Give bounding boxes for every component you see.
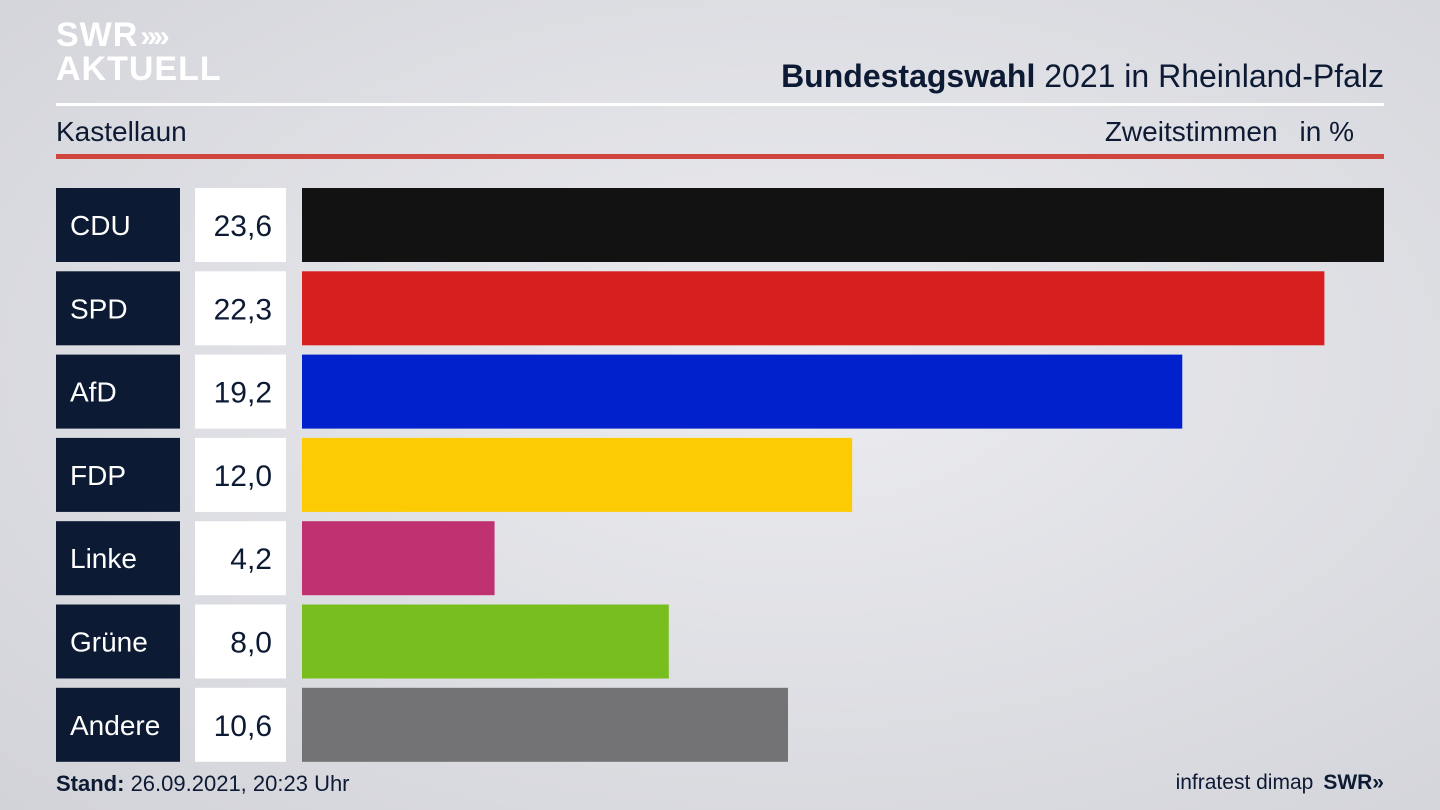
district-name: Kastellaun [56, 116, 187, 147]
bar-cdu [302, 188, 1384, 262]
bar-gr-ne [302, 604, 669, 679]
bar-afd [302, 354, 1183, 429]
measure-label: Zweitstimmen in % [1105, 116, 1354, 148]
value-label-box [195, 271, 286, 346]
bar-row-cdu: CDU 23,6 [56, 188, 1384, 262]
party-label-box [56, 521, 180, 596]
swr-aktuell-logo: SWR»» AKTUELL [56, 18, 222, 86]
stand-value: 26.09.2021, 20:23 Uhr [124, 771, 350, 796]
party-label-box [56, 604, 180, 679]
accent-divider [56, 154, 1384, 159]
stand-label: Stand: [56, 771, 125, 796]
party-label-box [56, 437, 180, 512]
bar-row-gr-ne: Grüne 8,0 [56, 604, 669, 679]
party-label-box [56, 354, 180, 429]
party-label: Grüne [70, 627, 148, 658]
bar-row-spd: SPD 22,3 [56, 271, 1325, 346]
party-label: FDP [70, 460, 126, 491]
footer-swr-logo: SWR» [1323, 771, 1384, 794]
title-bold: Bundestagswahl [781, 58, 1036, 94]
value-label: 8,0 [230, 627, 272, 660]
bar-fdp [302, 437, 853, 512]
value-label-box [195, 687, 286, 762]
party-label-box [56, 188, 180, 262]
value-label: 12,0 [214, 460, 272, 493]
party-label: SPD [70, 293, 128, 324]
value-label: 10,6 [214, 710, 272, 743]
value-label: 23,6 [214, 210, 272, 243]
source-credit: infratest dimap SWR» [1176, 771, 1384, 795]
value-label-box [195, 354, 286, 429]
value-label: 19,2 [214, 377, 272, 410]
value-label: 22,3 [214, 293, 272, 326]
value-label: 4,2 [230, 543, 272, 576]
value-label-box [195, 437, 286, 512]
bar-row-afd: AfD 19,2 [56, 354, 1183, 429]
bar-row-linke: Linke 4,2 [56, 521, 495, 596]
value-label-box [195, 521, 286, 596]
value-label-box [195, 604, 286, 679]
bar-andere [302, 687, 788, 762]
party-label-box [56, 687, 180, 762]
unit-label: in % [1299, 116, 1354, 147]
logo-line-swr: SWR»» [56, 16, 170, 54]
party-label: Andere [70, 710, 160, 741]
header-divider [56, 103, 1384, 106]
page-title: Bundestagswahl 2021 in Rheinland-Pfalz [781, 58, 1384, 95]
bar-row-fdp: FDP 12,0 [56, 437, 853, 512]
value-label-box [195, 188, 286, 262]
bar-spd [302, 271, 1325, 346]
party-label: CDU [70, 210, 131, 241]
vote-type: Zweitstimmen [1104, 116, 1278, 147]
party-label: AfD [70, 377, 117, 408]
bar-row-andere: Andere 10,6 [56, 687, 788, 762]
title-rest: 2021 in Rheinland-Pfalz [1035, 58, 1384, 94]
bar-linke [302, 521, 495, 596]
logo-line-aktuell: AKTUELL [56, 50, 222, 88]
party-label: Linke [70, 543, 137, 574]
timestamp: Stand: 26.09.2021, 20:23 Uhr [56, 771, 350, 797]
party-label-box [56, 271, 180, 346]
source-label: infratest dimap [1175, 771, 1314, 794]
